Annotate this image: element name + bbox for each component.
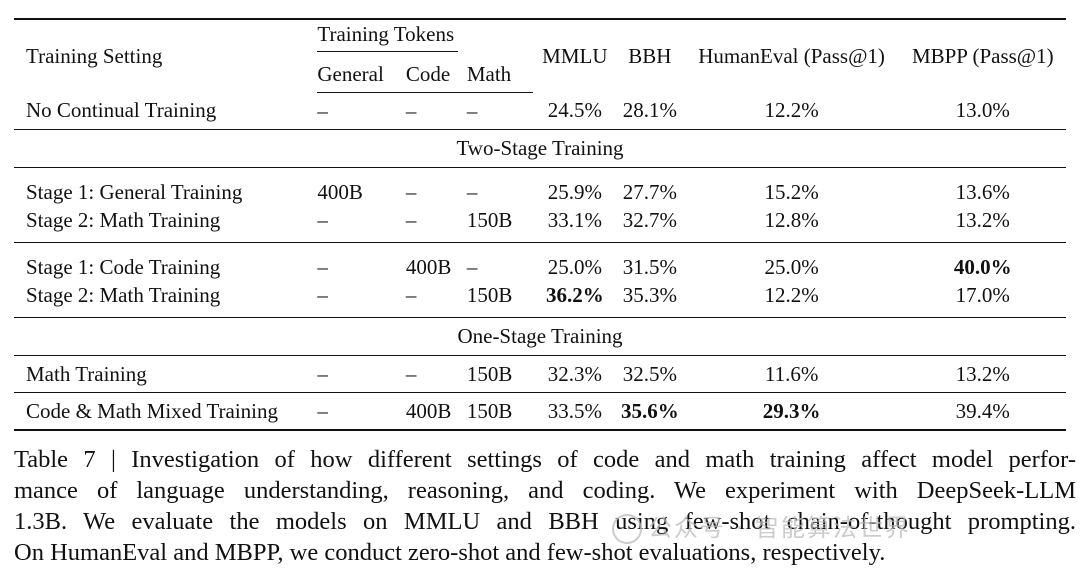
cell-humaneval: 12.2% (683, 92, 900, 130)
cell-mbpp: 13.2% (899, 206, 1066, 243)
cell-bbh: 35.3% (616, 281, 684, 318)
cell-bbh: 28.1% (616, 92, 684, 130)
cell-mmlu: 25.9% (547, 179, 602, 204)
table-row: Stage 1: General Training 400B – – 25.9%… (14, 168, 1066, 207)
cell-humaneval: 15.2% (764, 179, 819, 204)
cell-mmlu: 25.0% (547, 254, 602, 279)
cell-mbpp: 13.2% (899, 355, 1066, 393)
cell-bbh: 31.5% (622, 254, 678, 279)
wechat-icon (612, 514, 642, 544)
header-mbpp: MBPP (Pass@1) (911, 43, 1054, 68)
cell-code: – (405, 92, 467, 130)
section-row: Two-Stage Training (14, 129, 1066, 168)
header-training-tokens-label: Training Tokens (317, 24, 459, 52)
cell-humaneval: 12.8% (683, 206, 900, 243)
cell-mbpp-best: 40.0% (953, 254, 1012, 279)
cell-setting: No Continual Training (14, 92, 318, 130)
cell-humaneval: 12.2% (683, 281, 900, 318)
watermark-text: 公众号 · 智能算法世界 (648, 514, 911, 542)
caption-line-2: mance of language understanding, reasoni… (14, 477, 1076, 504)
cell-general: – (317, 254, 328, 279)
cell-setting: Code & Math Mixed Training (26, 398, 279, 423)
cell-math: – (466, 254, 478, 279)
section-two-stage: Two-Stage Training (14, 129, 1066, 168)
cell-humaneval: 25.0% (764, 254, 819, 279)
watermark: 公众号 · 智能算法世界 (612, 508, 911, 544)
cell-bbh: 32.7% (616, 206, 684, 243)
table-row: No Continual Training – – – 24.5% 28.1% … (14, 92, 1066, 130)
header-humaneval: HumanEval (Pass@1) (698, 43, 885, 68)
cell-mbpp: 13.0% (899, 92, 1066, 130)
cell-code: 400B (405, 398, 452, 423)
cell-math: – (466, 179, 478, 204)
table-caption: Table 7 | Investigation of how different… (14, 444, 1076, 568)
cell-mmlu-best: 36.2% (533, 281, 617, 318)
cell-setting: Stage 2: Math Training (14, 206, 318, 243)
cell-bbh: 32.5% (616, 355, 684, 393)
section-row: One-Stage Training (14, 317, 1066, 356)
caption-line-4: On HumanEval and MBPP, we conduct zero-s… (14, 539, 886, 566)
header-general: General (317, 56, 406, 93)
cell-setting: Stage 2: Math Training (14, 281, 318, 318)
table-row: Stage 1: Code Training – 400B – 25.0% 31… (14, 243, 1066, 282)
cell-math: 150B (466, 398, 513, 423)
cell-math: 150B (466, 355, 534, 393)
section-one-stage: One-Stage Training (14, 317, 1066, 356)
results-table: Training Setting Training Tokens MMLU BB… (14, 18, 1066, 431)
cell-general: – (317, 206, 406, 243)
cell-math: 150B (466, 281, 534, 318)
cell-code: – (405, 206, 467, 243)
cell-mbpp: 17.0% (899, 281, 1066, 318)
header-mmlu: MMLU (542, 43, 608, 68)
header-training-tokens: Training Tokens (317, 19, 533, 56)
cell-general: – (317, 398, 328, 423)
table-row: Stage 2: Math Training – – 150B 36.2% 35… (14, 281, 1066, 318)
cell-math: – (466, 92, 534, 130)
caption-line-1: Table 7 | Investigation of how different… (14, 446, 1076, 473)
cell-mmlu: 33.5% (547, 398, 602, 423)
cell-setting: Math Training (14, 355, 318, 393)
cell-general: – (317, 92, 406, 130)
cell-mbpp: 39.4% (955, 398, 1010, 423)
cell-setting: Stage 1: Code Training (26, 254, 221, 279)
cell-humaneval: 11.6% (683, 355, 900, 393)
header-row-1: Training Setting Training Tokens MMLU BB… (14, 19, 1066, 66)
header-bbh: BBH (628, 43, 672, 68)
cell-mmlu: 32.3% (533, 355, 617, 393)
header-math: Math (466, 56, 534, 93)
table-row: Code & Math Mixed Training – 400B 150B 3… (14, 393, 1066, 430)
table-row: Stage 2: Math Training – – 150B 33.1% 32… (14, 206, 1066, 243)
cell-mbpp: 13.6% (955, 179, 1010, 204)
cell-bbh-best: 35.6% (621, 398, 679, 423)
cell-setting: Stage 1: General Training (26, 179, 243, 204)
header-code: Code (405, 56, 467, 93)
cell-code: – (405, 281, 467, 318)
cell-math: 150B (466, 206, 534, 243)
header-training-setting: Training Setting (26, 43, 163, 68)
cell-humaneval-best: 29.3% (762, 398, 821, 423)
table-row: Math Training – – 150B 32.3% 32.5% 11.6%… (14, 355, 1066, 393)
cell-mmlu: 33.1% (533, 206, 617, 243)
cell-mmlu: 24.5% (533, 92, 617, 130)
cell-code: – (405, 179, 417, 204)
cell-general: – (317, 355, 406, 393)
cell-code: 400B (405, 254, 452, 279)
cell-general: – (317, 281, 406, 318)
cell-general: 400B (317, 179, 363, 204)
header-row-2: General Code Math (14, 56, 1066, 93)
cell-code: – (405, 355, 467, 393)
caption-line-3: 1.3B. We evaluate the models on MMLU and… (14, 508, 1076, 535)
cell-bbh: 27.7% (622, 179, 678, 204)
